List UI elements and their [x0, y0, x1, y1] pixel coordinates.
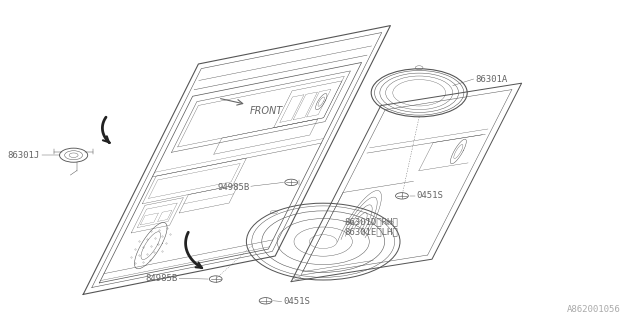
Text: 86301D〈RH〉: 86301D〈RH〉 — [344, 217, 398, 226]
Text: A862001056: A862001056 — [567, 305, 621, 314]
Text: 86301J: 86301J — [8, 151, 40, 160]
Text: 0451S: 0451S — [416, 191, 443, 200]
Text: FRONT: FRONT — [250, 106, 283, 116]
Text: 86301A: 86301A — [475, 75, 507, 84]
Text: 94985B: 94985B — [218, 183, 250, 192]
Text: 84985B: 84985B — [146, 274, 178, 283]
Text: 0451S: 0451S — [283, 297, 310, 306]
Text: 86301E〈LH〉: 86301E〈LH〉 — [344, 227, 398, 236]
